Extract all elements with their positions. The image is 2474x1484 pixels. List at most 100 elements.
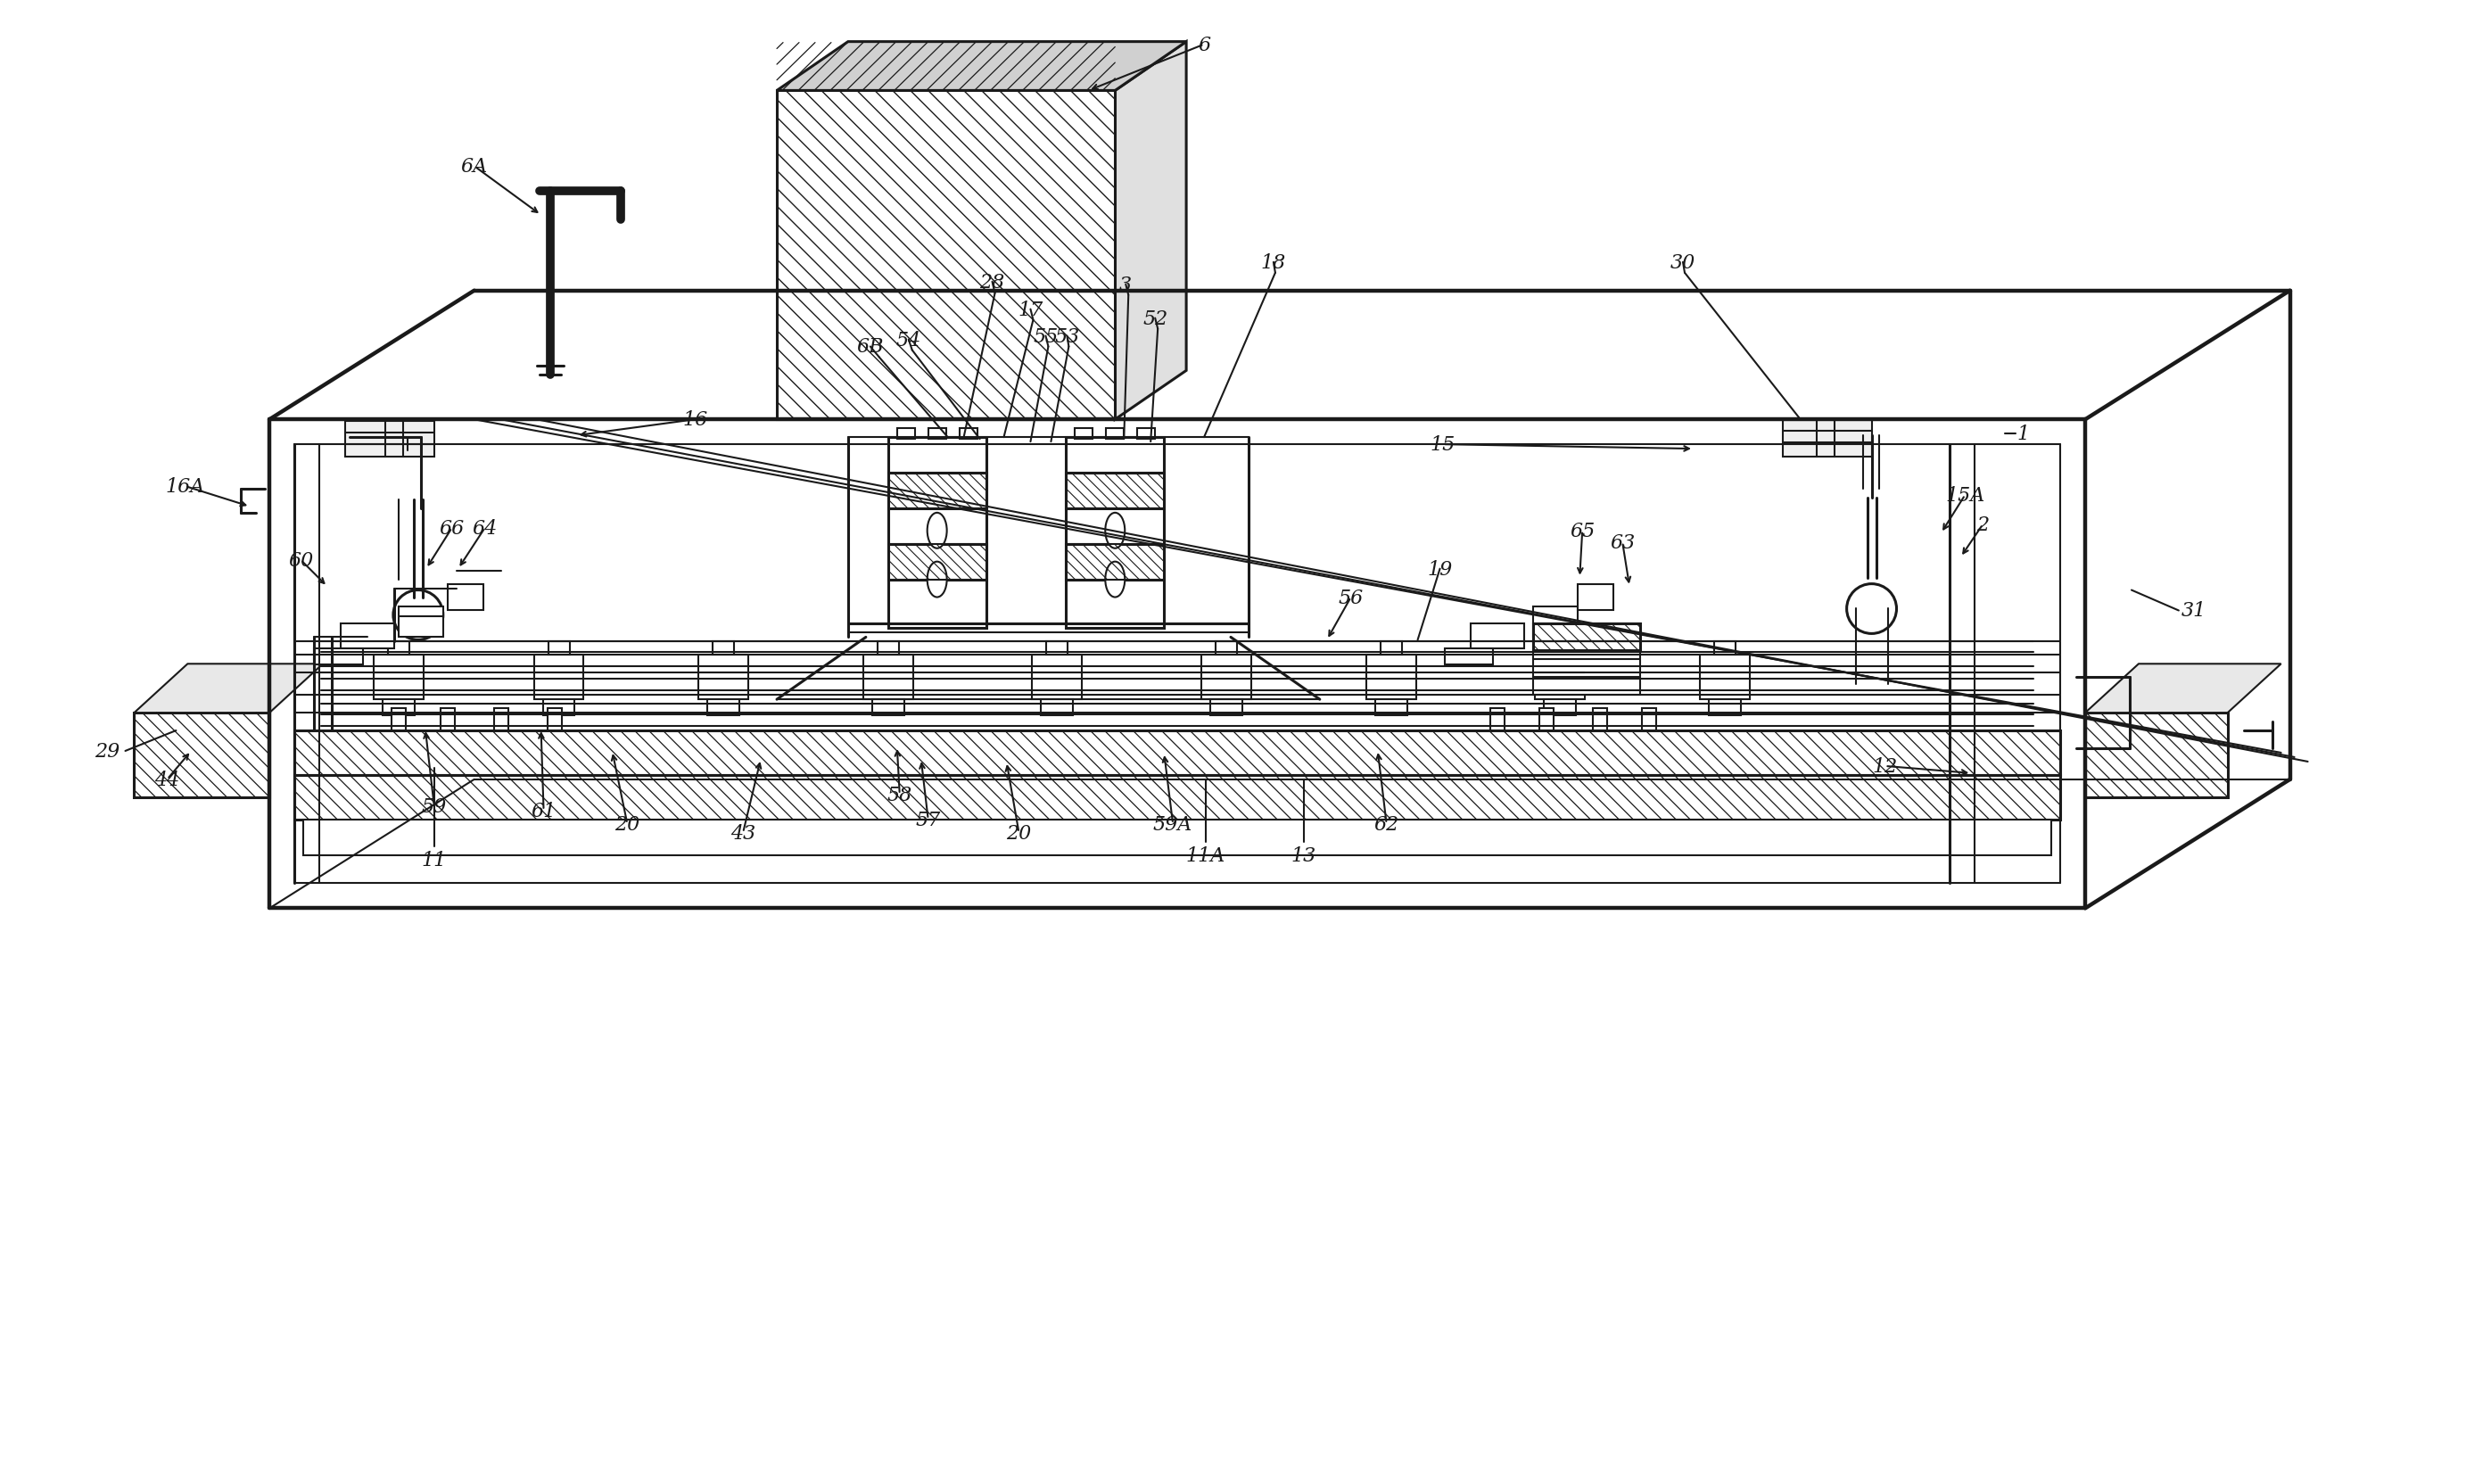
Bar xyxy=(888,473,987,509)
Text: 1: 1 xyxy=(2016,424,2029,444)
Bar xyxy=(1066,438,1163,629)
Text: 2: 2 xyxy=(1977,515,1989,534)
Text: 59A: 59A xyxy=(1153,815,1192,834)
Text: 66: 66 xyxy=(440,518,465,539)
Bar xyxy=(888,545,987,580)
Bar xyxy=(1047,643,1069,656)
Ellipse shape xyxy=(1106,513,1126,549)
Bar xyxy=(888,438,987,629)
Ellipse shape xyxy=(1106,562,1126,598)
Text: 13: 13 xyxy=(1291,846,1316,865)
Text: 16A: 16A xyxy=(166,476,205,497)
Bar xyxy=(542,700,574,715)
Text: 55: 55 xyxy=(1034,326,1059,346)
Bar xyxy=(1710,700,1742,715)
Text: 64: 64 xyxy=(473,518,497,539)
Text: 60: 60 xyxy=(287,551,314,570)
Bar xyxy=(1066,545,1163,580)
Bar xyxy=(294,732,2061,775)
Text: 11A: 11A xyxy=(1185,846,1225,865)
Text: 54: 54 xyxy=(896,331,920,350)
Bar xyxy=(388,643,408,656)
Circle shape xyxy=(1846,585,1898,634)
Text: 30: 30 xyxy=(1670,252,1695,273)
Text: 15A: 15A xyxy=(1945,485,1984,505)
Bar xyxy=(1380,643,1403,656)
Bar xyxy=(383,700,416,715)
Text: 3: 3 xyxy=(1118,275,1133,295)
Bar xyxy=(863,656,913,700)
Bar xyxy=(398,607,443,638)
Bar xyxy=(777,92,1116,420)
Text: 18: 18 xyxy=(1262,252,1286,273)
Text: 12: 12 xyxy=(1873,757,1898,776)
Ellipse shape xyxy=(928,562,948,598)
Bar xyxy=(1366,656,1415,700)
Bar xyxy=(1534,607,1578,638)
Bar xyxy=(304,819,2051,855)
Bar xyxy=(495,709,507,732)
Text: 20: 20 xyxy=(1007,824,1032,843)
Bar xyxy=(928,429,945,439)
Polygon shape xyxy=(1116,43,1185,420)
Bar xyxy=(294,775,2061,819)
Text: 58: 58 xyxy=(888,785,913,804)
Text: 6A: 6A xyxy=(460,157,487,177)
Text: 44: 44 xyxy=(153,770,181,789)
Bar xyxy=(341,625,393,649)
Bar xyxy=(1578,585,1613,611)
Bar xyxy=(1539,709,1554,732)
Ellipse shape xyxy=(928,513,948,549)
Text: 57: 57 xyxy=(915,810,940,830)
Text: 52: 52 xyxy=(1143,309,1168,328)
Bar xyxy=(314,649,364,665)
Bar xyxy=(713,643,735,656)
Bar xyxy=(1700,656,1749,700)
Text: 65: 65 xyxy=(1569,521,1596,540)
Bar xyxy=(1492,709,1504,732)
Bar xyxy=(1376,700,1408,715)
Bar xyxy=(1138,429,1155,439)
Bar xyxy=(1076,429,1094,439)
Bar xyxy=(1215,643,1237,656)
Bar xyxy=(374,656,423,700)
Bar xyxy=(1549,643,1571,656)
Bar xyxy=(391,709,406,732)
Bar xyxy=(1066,473,1163,509)
Bar xyxy=(1445,649,1494,665)
Bar xyxy=(960,429,977,439)
Bar xyxy=(549,643,569,656)
Bar xyxy=(1472,625,1524,649)
Bar xyxy=(1536,656,1586,700)
Bar xyxy=(1643,709,1655,732)
Bar xyxy=(2086,714,2227,797)
Text: 17: 17 xyxy=(1017,300,1044,319)
Text: 62: 62 xyxy=(1373,815,1400,834)
Text: 6: 6 xyxy=(1197,36,1210,55)
Bar xyxy=(134,714,270,797)
Text: 31: 31 xyxy=(2182,601,2207,620)
Text: 28: 28 xyxy=(980,273,1004,292)
FancyBboxPatch shape xyxy=(1784,420,1873,457)
Bar xyxy=(1210,700,1242,715)
Polygon shape xyxy=(777,43,1185,92)
Text: 6B: 6B xyxy=(856,337,883,358)
Bar xyxy=(708,700,740,715)
FancyBboxPatch shape xyxy=(346,421,433,457)
Text: 19: 19 xyxy=(1427,559,1452,579)
Text: 11: 11 xyxy=(421,850,448,870)
Bar xyxy=(1042,700,1074,715)
Text: 63: 63 xyxy=(1611,533,1635,552)
Text: 56: 56 xyxy=(1338,588,1363,607)
Text: 59: 59 xyxy=(421,797,448,816)
Bar xyxy=(1032,656,1081,700)
Bar xyxy=(698,656,747,700)
Bar xyxy=(1534,625,1640,651)
Text: 16: 16 xyxy=(683,410,708,430)
Text: 43: 43 xyxy=(730,824,755,843)
Polygon shape xyxy=(2086,665,2281,714)
Text: 53: 53 xyxy=(1054,326,1079,346)
Bar xyxy=(878,643,898,656)
Circle shape xyxy=(393,591,443,640)
Bar xyxy=(534,656,584,700)
